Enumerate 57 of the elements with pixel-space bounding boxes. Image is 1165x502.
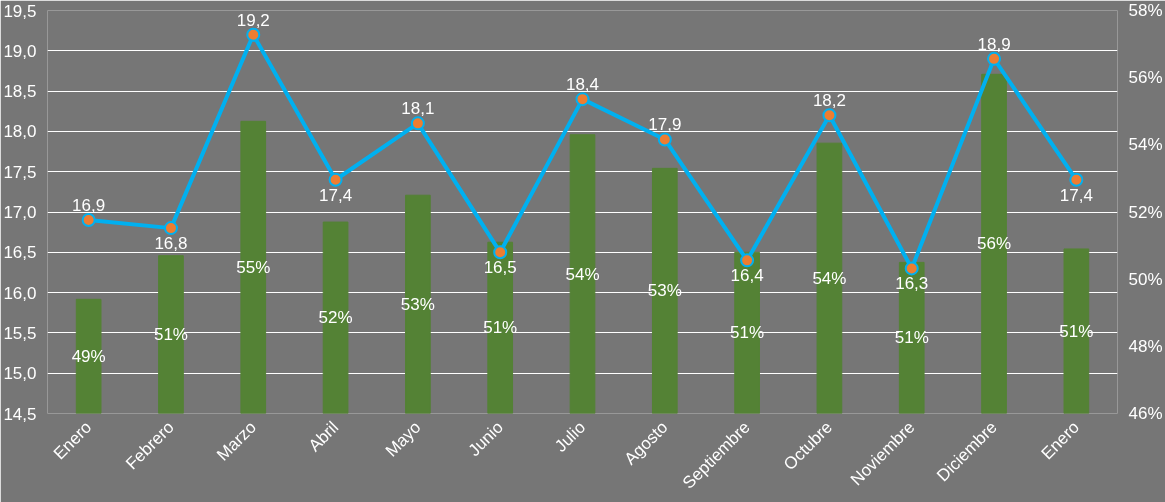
point — [246, 27, 261, 42]
y2-tick-label: 46% — [1128, 404, 1163, 423]
data-label: 18,2 — [812, 91, 846, 111]
data-label: 54% — [565, 264, 600, 284]
point — [657, 132, 672, 147]
data-label: 19,2 — [236, 10, 270, 30]
point — [987, 51, 1002, 66]
data-label: 54% — [812, 268, 847, 288]
data-label: 16,3 — [895, 274, 929, 294]
data-label: 53% — [647, 281, 682, 301]
data-label: 17,4 — [319, 185, 353, 205]
point — [493, 245, 508, 260]
data-label: 51% — [483, 318, 518, 338]
y-tick-label: 18,5 — [3, 82, 37, 102]
data-label: 52% — [318, 308, 353, 328]
y-tick-label: 16,0 — [3, 283, 37, 303]
y2-tick-label: 56% — [1128, 68, 1163, 88]
data-label: 51% — [730, 323, 765, 343]
data-label: 49% — [71, 346, 106, 366]
y-tick-label: 19,5 — [3, 1, 37, 21]
data-label: 53% — [400, 294, 435, 314]
point — [575, 92, 590, 107]
point — [740, 253, 755, 268]
y-tick-label: 15,0 — [3, 364, 37, 384]
y-tick-label: 17,0 — [3, 203, 37, 222]
data-label: 51% — [894, 328, 929, 348]
data-label: 18,4 — [565, 75, 600, 95]
data-label: 18,9 — [977, 34, 1011, 54]
data-label: 18,1 — [401, 99, 435, 119]
y2-tick-label: 50% — [1128, 269, 1163, 289]
data-label: 51% — [153, 325, 188, 345]
y-tick-label: 19,0 — [3, 41, 37, 61]
data-label: 16,5 — [483, 258, 517, 278]
y2-tick-label: 54% — [1128, 135, 1163, 155]
y-tick-label: 14,5 — [3, 404, 37, 424]
y2-tick-label: 58% — [1128, 1, 1163, 20]
point — [81, 213, 96, 228]
data-label: 17,9 — [648, 115, 682, 135]
y-tick-label: 15,5 — [3, 323, 37, 343]
y-tick-label: 18,0 — [3, 122, 37, 142]
y-tick-label: 16,5 — [3, 243, 37, 263]
point — [904, 261, 919, 276]
data-label: 56% — [977, 234, 1012, 254]
data-label: 17,4 — [1059, 185, 1093, 205]
data-label: 51% — [1059, 321, 1094, 341]
point — [822, 108, 837, 123]
data-label: 16,8 — [154, 234, 188, 254]
y2-tick-label: 52% — [1128, 202, 1163, 222]
y-tick-label: 17,5 — [3, 162, 37, 182]
point — [1069, 172, 1084, 187]
point — [163, 221, 178, 236]
y2-tick-label: 48% — [1128, 336, 1163, 356]
data-label: 16,4 — [730, 266, 764, 286]
data-label: 55% — [236, 257, 271, 277]
point — [410, 116, 425, 131]
point — [328, 172, 343, 187]
data-label: 16,9 — [72, 196, 106, 216]
